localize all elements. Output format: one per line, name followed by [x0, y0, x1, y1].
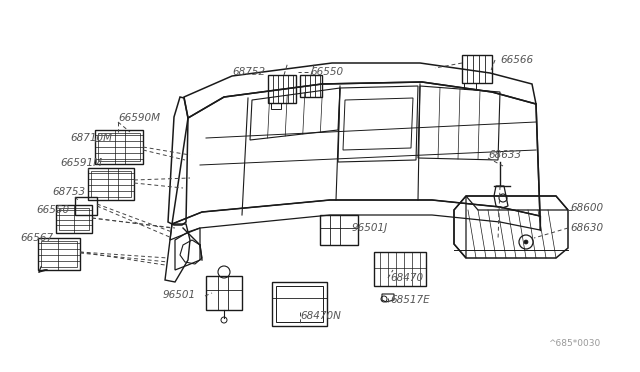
- Bar: [271, 103, 281, 109]
- Text: 68752: 68752: [232, 67, 265, 77]
- Bar: [206, 276, 242, 310]
- Bar: [88, 168, 134, 200]
- Bar: [462, 55, 492, 83]
- Bar: [95, 130, 143, 164]
- Text: 68630: 68630: [570, 223, 603, 233]
- Bar: [98, 133, 140, 161]
- Text: 66550: 66550: [36, 205, 69, 215]
- Bar: [374, 252, 426, 286]
- Bar: [56, 205, 92, 233]
- Bar: [276, 286, 323, 322]
- Text: 96501: 96501: [163, 290, 196, 300]
- Text: 68470N: 68470N: [300, 311, 341, 321]
- Text: 96501J: 96501J: [352, 223, 388, 233]
- Text: 68633: 68633: [488, 150, 521, 160]
- Text: 66590M: 66590M: [118, 113, 160, 123]
- Bar: [38, 238, 80, 270]
- Text: 66567: 66567: [20, 233, 53, 243]
- Text: ^685*0030: ^685*0030: [548, 339, 600, 348]
- Text: 68517E: 68517E: [390, 295, 429, 305]
- Bar: [320, 215, 358, 245]
- Bar: [41, 241, 77, 267]
- Bar: [464, 83, 476, 89]
- Text: 68710M: 68710M: [70, 133, 112, 143]
- Text: 68753: 68753: [52, 187, 85, 197]
- Text: 66566: 66566: [500, 55, 533, 65]
- Bar: [75, 197, 97, 215]
- Bar: [300, 75, 322, 97]
- Bar: [268, 75, 296, 103]
- Bar: [272, 282, 327, 326]
- Text: 66550: 66550: [310, 67, 343, 77]
- Text: 66591M: 66591M: [60, 158, 102, 168]
- Bar: [91, 171, 131, 197]
- Text: 68600: 68600: [570, 203, 603, 213]
- Circle shape: [524, 240, 528, 244]
- Bar: [59, 208, 89, 230]
- Text: 68470: 68470: [390, 273, 423, 283]
